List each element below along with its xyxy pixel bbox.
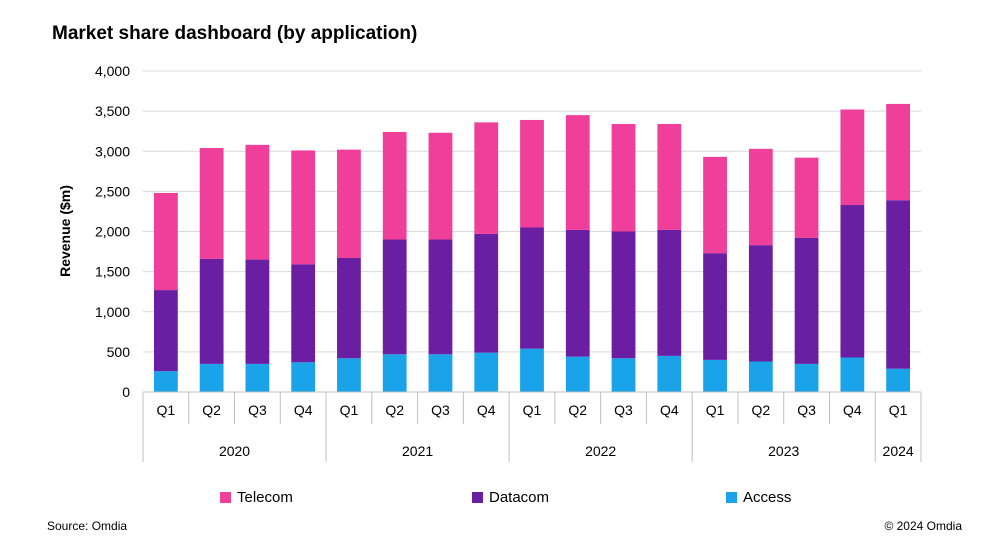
x-tick-label: Q3	[614, 402, 633, 418]
copyright-note: © 2024 Omdia	[884, 519, 962, 533]
bar-datacom	[153, 290, 178, 372]
bar-telecom	[291, 150, 316, 265]
y-tick-label: 500	[107, 344, 131, 360]
bar-datacom	[703, 253, 727, 360]
y-tick-label: 0	[122, 384, 130, 400]
x-tick-label: Q1	[889, 402, 908, 418]
y-tick-label: 3,500	[95, 103, 130, 119]
bar-access	[291, 362, 316, 392]
x-tick-label: Q3	[797, 402, 816, 418]
bar-telecom	[748, 148, 773, 246]
bar-access	[840, 357, 865, 392]
bar-datacom	[657, 229, 682, 356]
bar-access	[703, 359, 727, 392]
x-tick-label: Q3	[431, 402, 450, 418]
bar-datacom	[611, 231, 636, 359]
bar-datacom	[199, 258, 224, 364]
bar-datacom	[886, 200, 911, 369]
bar-telecom	[840, 109, 865, 206]
telecom-swatch	[220, 492, 231, 503]
bar-access	[245, 363, 270, 392]
legend-item-telecom: Telecom	[220, 489, 293, 506]
bar-telecom	[382, 131, 407, 240]
chart-title: Market share dashboard (by application)	[52, 23, 418, 44]
group-label: 2021	[402, 443, 433, 459]
bar-access	[428, 354, 453, 392]
bar-datacom	[748, 245, 773, 362]
group-label: 2022	[585, 443, 616, 459]
bar-datacom	[565, 229, 590, 357]
x-tick-label: Q2	[568, 402, 587, 418]
bar-access	[199, 363, 224, 392]
bar-datacom	[520, 227, 544, 349]
bar-access	[565, 356, 590, 392]
bar-datacom	[428, 239, 453, 355]
group-label: 2020	[219, 443, 250, 459]
y-axis-title: Revenue ($m)	[57, 185, 73, 277]
x-tick-label: Q4	[660, 402, 679, 418]
datacom-swatch	[472, 492, 483, 503]
y-tick-label: 1,000	[95, 304, 130, 320]
bar-datacom	[291, 264, 316, 363]
x-tick-label: Q4	[294, 402, 313, 418]
group-label: 2024	[883, 443, 914, 459]
legend-label-access: Access	[743, 489, 792, 506]
y-tick-label: 2,000	[95, 224, 130, 240]
bar-access	[748, 361, 773, 392]
y-tick-label: 1,500	[95, 264, 130, 280]
bar-access	[337, 358, 361, 392]
bar-telecom	[794, 157, 819, 238]
x-tick-label: Q1	[340, 402, 359, 418]
bar-datacom	[474, 233, 499, 353]
x-tick-label: Q2	[202, 402, 221, 418]
bar-datacom	[840, 205, 865, 358]
x-tick-label: Q2	[751, 402, 770, 418]
bar-telecom	[153, 192, 178, 291]
bar-access	[611, 358, 636, 392]
bar-access	[474, 352, 499, 392]
legend-item-datacom: Datacom	[472, 489, 549, 506]
bar-access	[794, 363, 819, 392]
bar-access	[886, 368, 911, 392]
legend-item-access: Access	[726, 489, 791, 506]
x-tick-label: Q3	[248, 402, 267, 418]
bar-access	[382, 354, 407, 392]
y-tick-label: 4,000	[95, 63, 130, 79]
y-tick-label: 2,500	[95, 183, 130, 199]
bar-datacom	[382, 239, 407, 355]
access-swatch	[726, 492, 737, 503]
bar-telecom	[474, 122, 499, 234]
x-tick-label: Q4	[477, 402, 496, 418]
bar-telecom	[611, 123, 636, 232]
x-tick-label: Q1	[706, 402, 725, 418]
bar-telecom	[199, 148, 224, 259]
bar-datacom	[245, 259, 270, 364]
bar-telecom	[520, 119, 544, 228]
bar-telecom	[703, 156, 727, 254]
legend-label-datacom: Datacom	[489, 489, 550, 506]
bar-telecom	[657, 123, 682, 230]
source-note: Source: Omdia	[47, 519, 128, 533]
x-tick-label: Q1	[157, 402, 176, 418]
bar-datacom	[794, 237, 819, 364]
legend: Telecom Datacom Access	[0, 489, 1000, 509]
group-label: 2023	[768, 443, 799, 459]
bar-telecom	[428, 132, 453, 240]
y-tick-label: 3,000	[95, 143, 130, 159]
bar-telecom	[337, 149, 361, 258]
x-tick-label: Q1	[523, 402, 542, 418]
x-tick-label: Q2	[385, 402, 404, 418]
legend-label-telecom: Telecom	[237, 489, 293, 506]
bar-access	[657, 355, 682, 392]
bar-access	[520, 348, 544, 392]
bar-datacom	[337, 257, 361, 359]
x-tick-label: Q4	[843, 402, 862, 418]
bar-telecom	[245, 144, 270, 260]
bar-telecom	[886, 103, 911, 201]
bar-access	[153, 371, 178, 392]
bar-telecom	[565, 115, 590, 230]
